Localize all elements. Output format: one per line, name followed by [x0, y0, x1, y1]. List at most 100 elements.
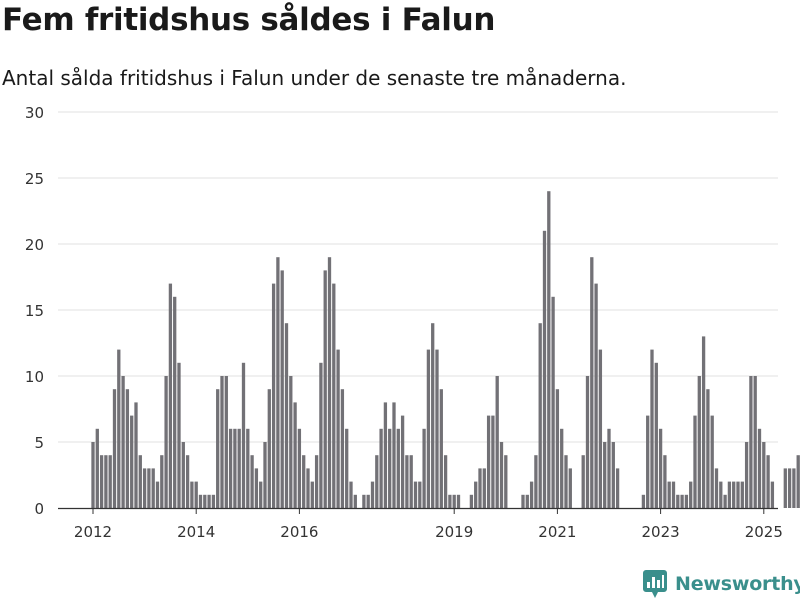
bar — [663, 455, 667, 508]
bar — [646, 415, 650, 508]
bar — [671, 481, 676, 508]
bar — [555, 389, 560, 508]
bar — [413, 481, 418, 508]
bar — [211, 494, 216, 508]
bar — [650, 349, 654, 508]
bar — [276, 257, 280, 508]
x-tick-label: 2025 — [745, 523, 783, 541]
bar — [302, 455, 306, 508]
x-tick-label: 2021 — [538, 523, 576, 541]
bar — [323, 270, 327, 508]
bar — [366, 494, 370, 508]
bar — [710, 415, 714, 508]
bar — [680, 494, 684, 508]
bar — [112, 389, 117, 508]
bar — [284, 323, 289, 508]
bar — [641, 494, 646, 508]
bar — [117, 349, 121, 508]
bar — [349, 481, 353, 508]
bar — [216, 389, 220, 508]
bar — [271, 283, 276, 508]
bar — [332, 283, 336, 508]
bar — [327, 257, 332, 508]
bar — [254, 468, 259, 508]
bar — [198, 494, 203, 508]
bar — [796, 455, 800, 508]
bar — [732, 481, 736, 508]
y-tick-label: 10 — [25, 368, 44, 386]
y-tick-label: 5 — [34, 434, 44, 452]
bar — [744, 442, 749, 508]
bar — [267, 389, 271, 508]
bar — [542, 230, 547, 509]
bar — [787, 468, 792, 508]
bar — [418, 481, 422, 508]
x-tick-label: 2023 — [642, 523, 680, 541]
bar — [375, 455, 379, 508]
bar — [504, 455, 508, 508]
bar — [676, 494, 680, 508]
bar — [727, 481, 732, 508]
bar — [383, 402, 388, 508]
bar — [138, 455, 142, 508]
bar — [529, 481, 534, 508]
bar — [478, 468, 482, 508]
bar — [314, 455, 319, 508]
brand-logo[interactable]: Newsworthy — [643, 568, 800, 600]
bar — [224, 376, 228, 508]
bar — [684, 494, 689, 508]
bar — [719, 481, 723, 508]
bar — [207, 494, 211, 508]
bar — [125, 389, 130, 508]
bar — [95, 428, 99, 508]
x-tick-label: 2016 — [280, 523, 318, 541]
bar — [233, 428, 237, 508]
bar — [615, 468, 620, 508]
bar — [220, 376, 224, 508]
chart-subtitle: Antal sålda fritidshus i Falun under de … — [2, 66, 627, 90]
x-axis-ticks: 2012 2014 2016 2019 2021 2023 2025 — [74, 508, 783, 541]
bar — [168, 283, 173, 508]
bar — [409, 455, 413, 508]
bar — [439, 389, 443, 508]
bar — [585, 376, 590, 508]
y-tick-label: 0 — [34, 500, 44, 518]
bar — [400, 415, 405, 508]
bar — [590, 257, 594, 508]
bar — [155, 481, 160, 508]
bar — [783, 468, 787, 508]
bar — [693, 415, 697, 508]
bar — [689, 481, 693, 508]
bar — [336, 349, 340, 508]
bar — [792, 468, 796, 508]
bar — [443, 455, 448, 508]
bar — [345, 428, 349, 508]
bar — [108, 455, 112, 508]
bar — [607, 428, 611, 508]
bar — [757, 428, 762, 508]
bar — [164, 376, 168, 508]
bar — [654, 362, 658, 508]
x-tick-label: 2014 — [177, 523, 215, 541]
bar — [181, 442, 185, 508]
bar — [701, 336, 706, 508]
bar — [474, 481, 478, 508]
bar — [603, 442, 607, 508]
bar — [581, 455, 585, 508]
bar — [396, 428, 400, 508]
bar — [770, 481, 775, 508]
bar — [551, 296, 555, 508]
bar — [121, 376, 125, 508]
bar — [340, 389, 345, 508]
bar — [177, 362, 181, 508]
bar — [658, 428, 663, 508]
chart-title: Fem fritidshus såldes i Falun — [2, 2, 496, 38]
bar — [723, 494, 727, 508]
bar — [104, 455, 108, 508]
bar — [469, 494, 474, 508]
bar — [525, 494, 529, 508]
bar — [706, 389, 710, 508]
bar — [766, 455, 770, 508]
x-tick-label: 2019 — [435, 523, 473, 541]
bar — [594, 283, 598, 508]
